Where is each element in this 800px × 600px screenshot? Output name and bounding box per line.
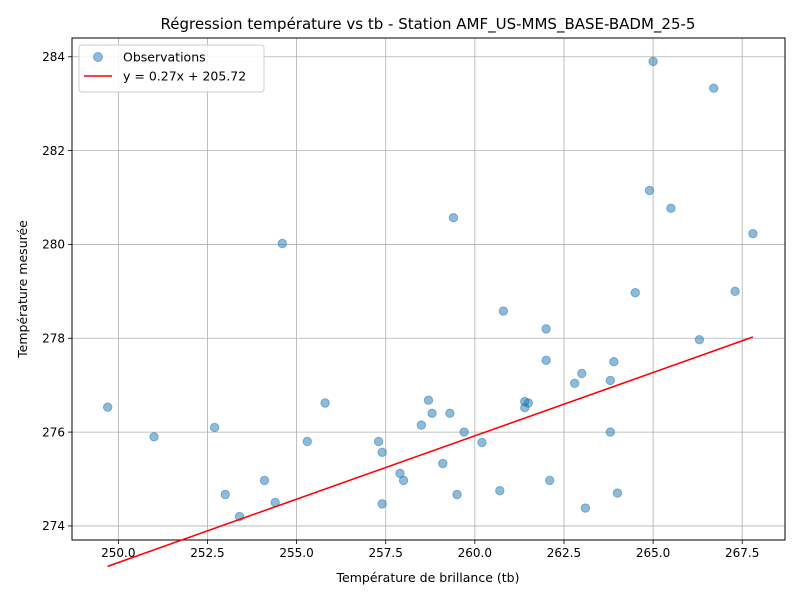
x-tick-label: 260.0 — [458, 546, 492, 560]
x-tick-label: 257.5 — [369, 546, 403, 560]
observation-point — [541, 324, 551, 334]
observation-point — [477, 437, 487, 448]
observation-point — [423, 395, 434, 405]
observation-points — [102, 56, 758, 522]
observation-point — [438, 458, 448, 469]
observation-point — [416, 420, 427, 430]
legend-observations-marker — [93, 52, 103, 62]
observation-point — [605, 375, 616, 386]
y-tick-label: 276 — [42, 425, 65, 439]
y-axis-label: Température mesurée — [15, 220, 30, 359]
y-tick-label: 278 — [42, 332, 65, 346]
grid-lines — [72, 38, 785, 540]
y-tick-label: 280 — [42, 238, 65, 252]
y-tick-label: 284 — [42, 50, 65, 64]
observation-point — [209, 422, 220, 433]
observation-point — [612, 488, 623, 498]
observation-point — [545, 475, 555, 486]
observation-point — [569, 378, 580, 389]
observation-point — [398, 475, 409, 486]
observation-point — [605, 427, 616, 437]
x-axis-ticks: 250.0 252.5 255.0 257.5 260.0 262.5 265.0 267.5 — [101, 540, 759, 560]
observation-point — [541, 355, 551, 366]
regression-line-group — [107, 336, 754, 568]
observation-point — [580, 503, 591, 513]
legend-observations-label: Observations — [123, 50, 206, 65]
observation-point — [644, 185, 655, 196]
observation-point — [220, 489, 230, 500]
x-tick-label: 255.0 — [279, 546, 313, 560]
observation-point — [277, 238, 288, 249]
x-tick-label: 252.5 — [190, 546, 224, 560]
x-axis-label: Température de brillance (tb) — [336, 570, 520, 585]
chart-title: Régression température vs tb - Station A… — [161, 15, 696, 34]
observation-point — [459, 427, 469, 437]
observation-point — [445, 408, 455, 419]
observation-point — [452, 489, 462, 500]
regression-line — [107, 336, 754, 568]
observation-point — [666, 203, 676, 214]
observation-point — [448, 212, 459, 223]
legend: Observations y = 0.27x + 205.72 — [78, 44, 265, 93]
observation-point — [630, 288, 640, 298]
observation-point — [730, 286, 740, 297]
observation-point — [609, 357, 619, 367]
observation-point — [302, 436, 312, 447]
observation-point — [748, 228, 758, 239]
x-tick-label: 250.0 — [101, 546, 135, 560]
observation-point — [149, 432, 159, 442]
y-tick-label: 274 — [42, 519, 65, 533]
y-tick-label: 282 — [42, 144, 65, 158]
legend-regression-label: y = 0.27x + 205.72 — [123, 69, 246, 84]
observation-point — [259, 475, 270, 486]
observation-point — [577, 368, 587, 379]
observation-point — [495, 486, 505, 496]
observation-point — [694, 334, 705, 345]
x-tick-label: 265.0 — [636, 546, 670, 560]
plot-frame — [71, 37, 786, 541]
observation-point — [709, 83, 719, 93]
observation-point — [523, 398, 534, 408]
observation-point — [377, 447, 387, 457]
y-axis-ticks: 274 276 278 280 282 284 — [42, 50, 72, 533]
observation-point — [427, 408, 437, 419]
observation-point — [498, 306, 509, 316]
x-tick-label: 267.5 — [725, 546, 759, 560]
observation-point — [648, 56, 658, 67]
observation-point — [373, 436, 384, 447]
observation-point — [102, 402, 113, 412]
observation-point — [320, 398, 330, 408]
x-tick-label: 262.5 — [547, 546, 581, 560]
legend-box — [78, 44, 265, 93]
observation-point — [377, 499, 387, 509]
